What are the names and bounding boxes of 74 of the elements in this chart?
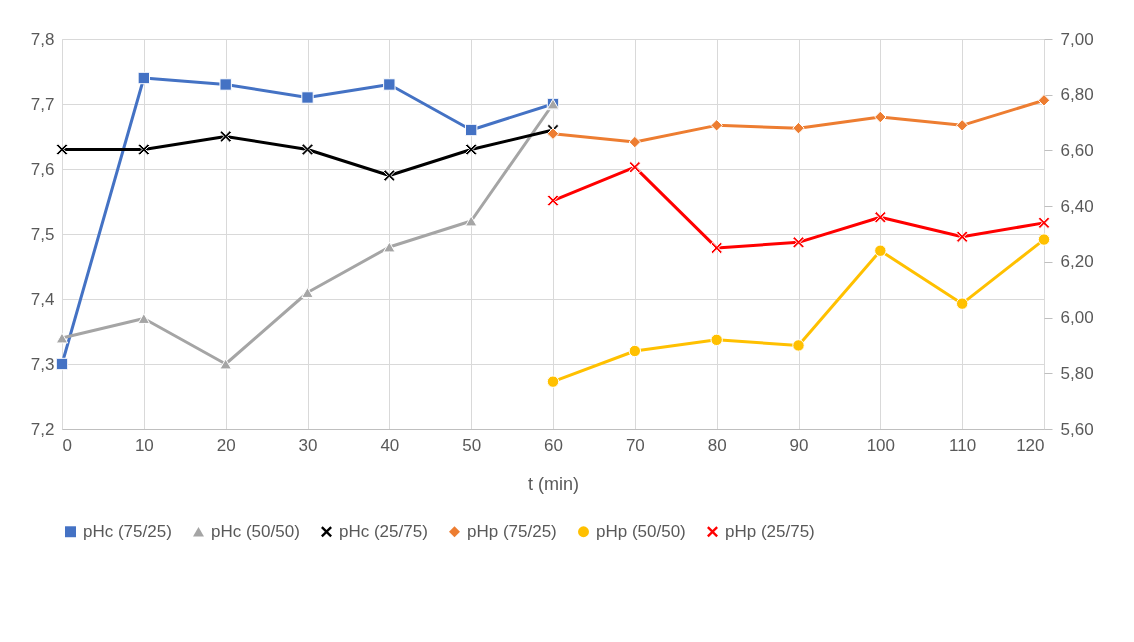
- x-tick-label: 120: [1016, 435, 1045, 455]
- y2-tick-label: 7,00: [1060, 29, 1094, 49]
- legend-label: pHp (50/50): [596, 521, 686, 541]
- y-tick-label: 7,2: [30, 419, 55, 439]
- x-tick-label: 80: [707, 435, 727, 455]
- y2-tick-label: 6,00: [1060, 308, 1094, 328]
- x-tick-label: 110: [949, 435, 977, 455]
- point: [55, 332, 69, 344]
- y-tick-label: 7,4: [30, 289, 55, 309]
- point: [219, 358, 232, 370]
- point: [546, 375, 560, 388]
- point: [710, 241, 723, 255]
- point: [955, 230, 969, 243]
- point: [628, 160, 642, 174]
- point: [1037, 216, 1051, 230]
- y2-tick-label: 5,80: [1060, 363, 1094, 383]
- point: [464, 143, 478, 156]
- point: [710, 119, 723, 132]
- point: [137, 143, 151, 156]
- point: [1037, 94, 1051, 107]
- point: [137, 313, 151, 324]
- point: [546, 127, 560, 140]
- point: [874, 244, 887, 257]
- y2-tick-label: 6,40: [1060, 196, 1094, 216]
- y2-tick-label: 6,80: [1060, 85, 1094, 105]
- y-tick-label: 7,6: [30, 159, 55, 179]
- point: [1037, 233, 1051, 246]
- x-tick-label: 60: [544, 435, 563, 455]
- point: [464, 123, 478, 137]
- point: [874, 211, 887, 224]
- point: [955, 297, 969, 310]
- point: [383, 78, 396, 91]
- point: [219, 130, 232, 143]
- x-tick-label: 70: [625, 435, 645, 455]
- point: [955, 119, 969, 132]
- point: [383, 241, 396, 253]
- point: [55, 357, 69, 371]
- y2-tick-label: 6,20: [1060, 252, 1094, 272]
- point: [874, 110, 887, 124]
- point: [464, 215, 478, 227]
- point: [792, 339, 805, 352]
- x-tick-label: 90: [789, 435, 809, 455]
- x-tick-label: 100: [866, 435, 896, 455]
- point: [55, 143, 69, 156]
- y-tick-label: 7,8: [30, 29, 55, 49]
- point: [628, 344, 642, 358]
- y-tick-label: 7,7: [30, 94, 55, 114]
- x-tick-label: 40: [380, 435, 400, 455]
- x-axis-title: t (min): [528, 473, 579, 494]
- x-tick-label: 50: [462, 435, 482, 455]
- x-tick-label: 0: [62, 435, 72, 455]
- x-tick-label: 20: [216, 435, 236, 455]
- x-tick-label: 10: [134, 435, 154, 455]
- point: [546, 194, 560, 207]
- point: [383, 169, 396, 182]
- y-tick-label: 7,3: [30, 354, 55, 374]
- y-tick-label: 7,5: [30, 224, 55, 244]
- y2-tick-label: 6,60: [1060, 140, 1094, 160]
- point: [219, 78, 232, 91]
- point: [792, 236, 805, 249]
- point: [628, 135, 642, 149]
- legend-label: pHc (25/75): [339, 521, 428, 541]
- point: [137, 71, 151, 85]
- legend-label: pHp (25/75): [725, 521, 815, 541]
- point: [301, 91, 314, 104]
- x-tick-label: 30: [298, 435, 318, 455]
- legend-label: pHc (50/50): [211, 521, 300, 541]
- point: [710, 333, 723, 347]
- point: [792, 121, 805, 135]
- point: [301, 143, 314, 156]
- legend-label: pHc (75/25): [83, 521, 172, 541]
- legend-label: pHp (75/25): [467, 521, 557, 541]
- y2-tick-label: 5,60: [1060, 419, 1094, 439]
- point: [301, 287, 314, 298]
